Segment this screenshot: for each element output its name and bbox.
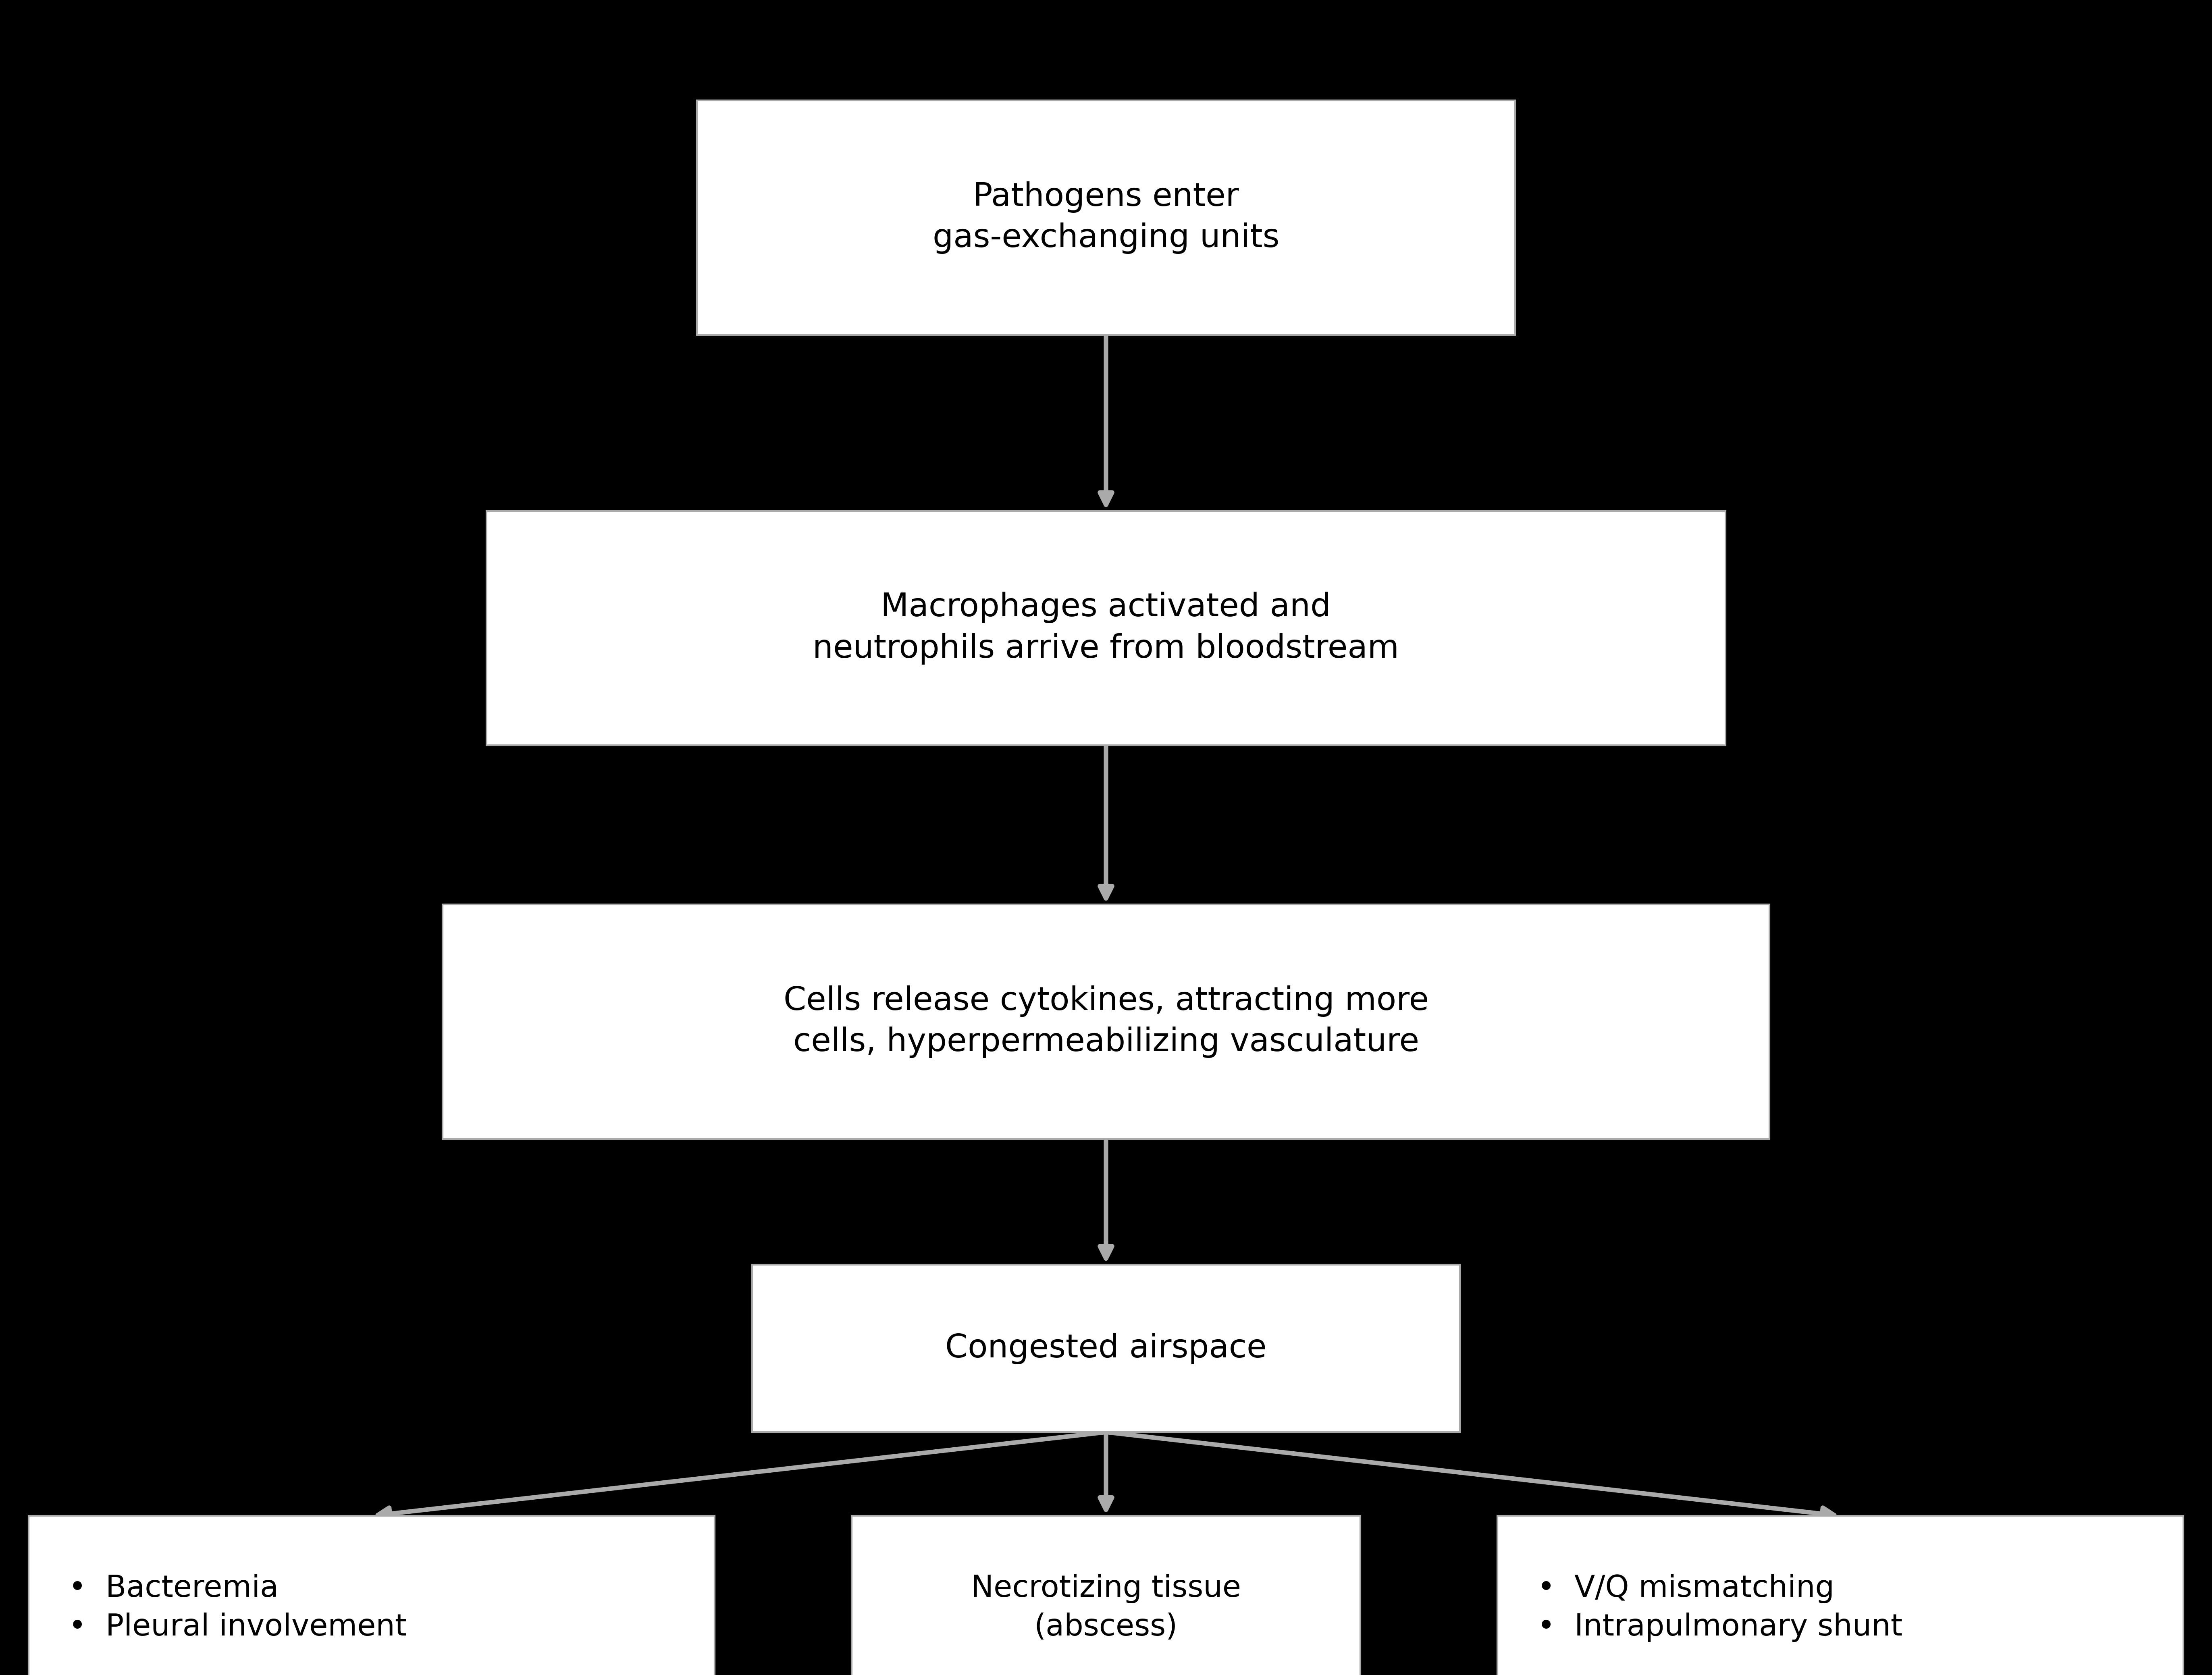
- FancyBboxPatch shape: [487, 511, 1725, 745]
- FancyBboxPatch shape: [442, 905, 1770, 1139]
- Text: •  Bacteremia
•  Pleural involvement: • Bacteremia • Pleural involvement: [69, 1574, 407, 1642]
- FancyBboxPatch shape: [752, 1265, 1460, 1432]
- Text: Pathogens enter
gas-exchanging units: Pathogens enter gas-exchanging units: [933, 181, 1279, 255]
- Text: Necrotizing tissue
(abscess): Necrotizing tissue (abscess): [971, 1574, 1241, 1642]
- FancyBboxPatch shape: [697, 100, 1515, 335]
- FancyBboxPatch shape: [29, 1516, 714, 1675]
- FancyBboxPatch shape: [1498, 1516, 2183, 1675]
- Text: Cells release cytokines, attracting more
cells, hyperpermeabilizing vasculature: Cells release cytokines, attracting more…: [783, 985, 1429, 1059]
- FancyBboxPatch shape: [852, 1516, 1360, 1675]
- Text: •  V/Q mismatching
•  Intrapulmonary shunt: • V/Q mismatching • Intrapulmonary shunt: [1537, 1574, 1902, 1642]
- Text: Macrophages activated and
neutrophils arrive from bloodstream: Macrophages activated and neutrophils ar…: [812, 591, 1400, 665]
- Text: Congested airspace: Congested airspace: [945, 1333, 1267, 1363]
